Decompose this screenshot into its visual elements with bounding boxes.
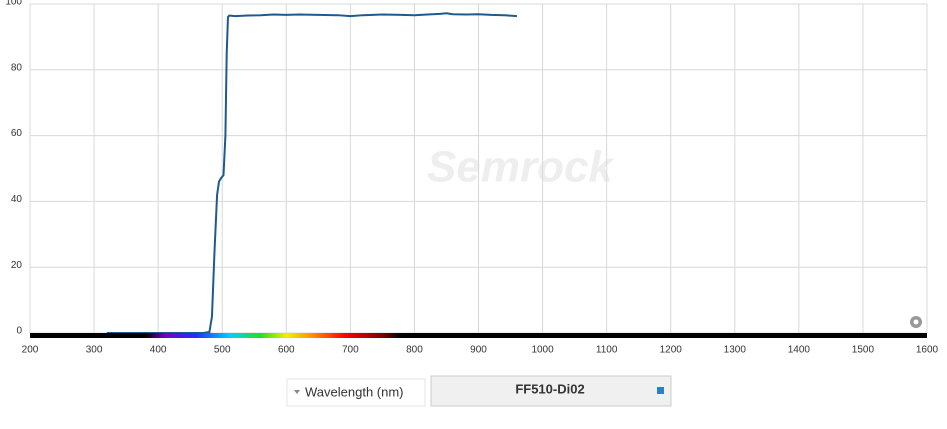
x-tick-label: 500 bbox=[214, 345, 231, 356]
save-icon[interactable] bbox=[657, 387, 664, 394]
watermark: Semrock bbox=[427, 143, 615, 192]
x-tick-label: 600 bbox=[278, 345, 295, 356]
x-tick-label: 200 bbox=[22, 345, 39, 356]
y-tick-label: 80 bbox=[11, 62, 23, 73]
x-tick-label: 1100 bbox=[596, 345, 618, 356]
spectrum-bar bbox=[30, 333, 927, 338]
x-tick-label: 800 bbox=[406, 345, 423, 356]
x-axis-dropdown[interactable]: Wavelength (nm) bbox=[286, 378, 426, 407]
x-tick-label: 400 bbox=[150, 345, 167, 356]
legend-label: FF510-Di02 bbox=[515, 381, 584, 396]
y-tick-label: 40 bbox=[11, 194, 23, 205]
y-tick-label: 60 bbox=[11, 128, 23, 139]
data-line bbox=[106, 12, 518, 334]
x-axis-label: Wavelength (nm) bbox=[305, 384, 404, 399]
y-tick-label: 100 bbox=[5, 0, 22, 8]
x-tick-label: 300 bbox=[86, 345, 103, 356]
spectrum-colors bbox=[145, 333, 402, 338]
legend-item[interactable]: FF510-Di02 bbox=[430, 375, 672, 407]
settings-icon[interactable] bbox=[910, 316, 922, 328]
x-tick-label: 1500 bbox=[852, 345, 875, 356]
x-tick-label: 1400 bbox=[788, 345, 811, 356]
x-tick-label: 1300 bbox=[724, 345, 747, 356]
y-tick-label: 20 bbox=[11, 260, 23, 271]
x-tick-label: 1600 bbox=[916, 345, 939, 356]
x-tick-label: 1000 bbox=[531, 345, 554, 356]
y-tick-label: 0 bbox=[16, 326, 22, 337]
x-tick-label: 700 bbox=[342, 345, 359, 356]
x-tick-label: 900 bbox=[470, 345, 487, 356]
x-tick-label: 1200 bbox=[660, 345, 683, 356]
